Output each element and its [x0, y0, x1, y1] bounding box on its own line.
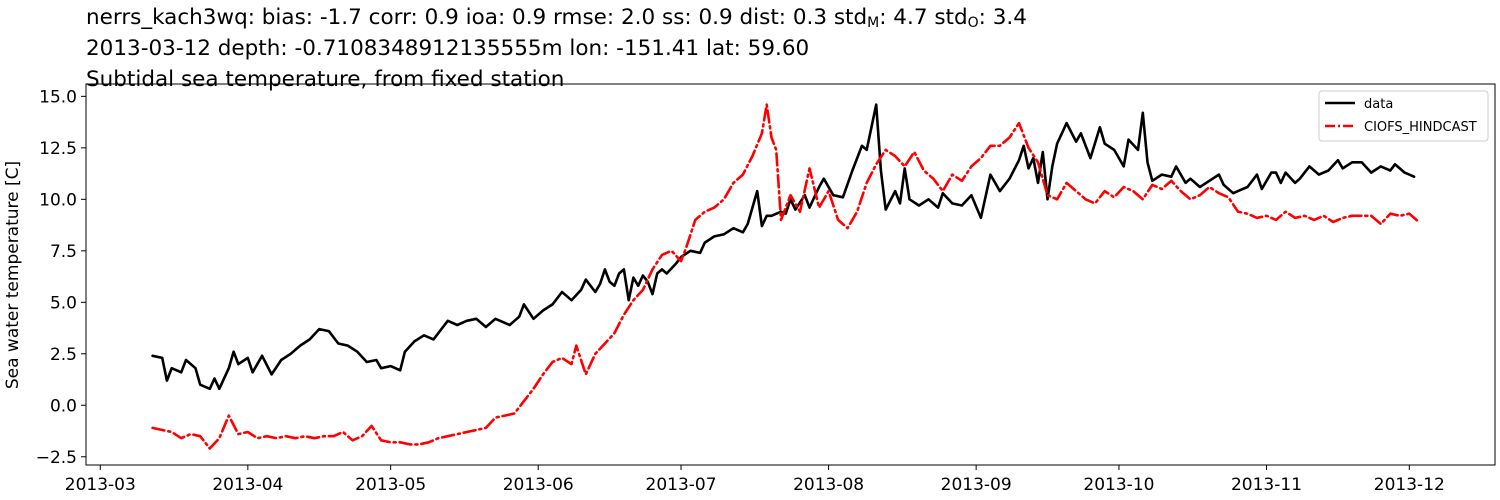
chart-title: Subtidal sea temperature, from fixed sta…	[86, 67, 565, 92]
y-tick-label: 2.5	[50, 345, 77, 365]
chart-title-block: nerrs_kach3wq: bias: -1.7 corr: 0.9 ioa:…	[86, 2, 1027, 95]
series-line-ciofs-hindcast	[151, 103, 1421, 450]
y-tick-label: 12.5	[39, 139, 77, 159]
stats-text: nerrs_kach3wq: bias: -1.7 corr: 0.9 ioa:…	[86, 5, 868, 30]
x-tick-label: 2013-12	[1374, 475, 1445, 495]
y-tick-label: 5.0	[50, 293, 77, 313]
y-tick-label: 10.0	[39, 190, 77, 210]
y-tick-label: −2.5	[36, 448, 77, 468]
x-tick-label: 2013-09	[941, 475, 1012, 495]
std-m-subscript: M	[867, 15, 880, 31]
x-tick-label: 2013-10	[1083, 475, 1154, 495]
std-o-value: : 3.4	[978, 5, 1027, 30]
legend: data CIOFS_HINDCAST	[1318, 90, 1489, 142]
y-tick-label: 0.0	[50, 396, 77, 416]
x-tick-label: 2013-08	[793, 475, 864, 495]
legend-box	[1318, 90, 1489, 142]
x-tick-label: 2013-04	[212, 475, 283, 495]
std-m-value: : 4.7 std	[879, 5, 968, 30]
std-o-subscript: O	[967, 15, 979, 31]
station-info-line: 2013-03-12 depth: -0.7108348912135555m l…	[86, 36, 810, 61]
x-tick-label: 2013-03	[65, 475, 136, 495]
x-axis: 2013-03 2013-04 2013-05 2013-06 2013-07 2013-…	[65, 465, 1445, 495]
stats-line: nerrs_kach3wq: bias: -1.7 corr: 0.9 ioa:…	[86, 2, 1027, 33]
x-tick-label: 2013-05	[355, 475, 426, 495]
y-axis-label: Sea water temperature [C]	[3, 161, 23, 389]
y-axis: −2.5 0.0 2.5 5.0 7.5 10.0 12.5 15.0	[36, 87, 86, 468]
x-tick-label: 2013-06	[503, 475, 574, 495]
x-tick-label: 2013-11	[1231, 475, 1302, 495]
y-tick-label: 7.5	[50, 242, 77, 262]
legend-label-ciofs-hindcast: CIOFS_HINDCAST	[1364, 120, 1477, 135]
series-layer	[151, 103, 1421, 450]
y-tick-label: 15.0	[39, 87, 77, 107]
series-line-data	[151, 103, 1416, 391]
legend-label-data: data	[1364, 97, 1393, 112]
x-tick-label: 2013-07	[646, 475, 717, 495]
plot-frame	[85, 83, 1496, 466]
